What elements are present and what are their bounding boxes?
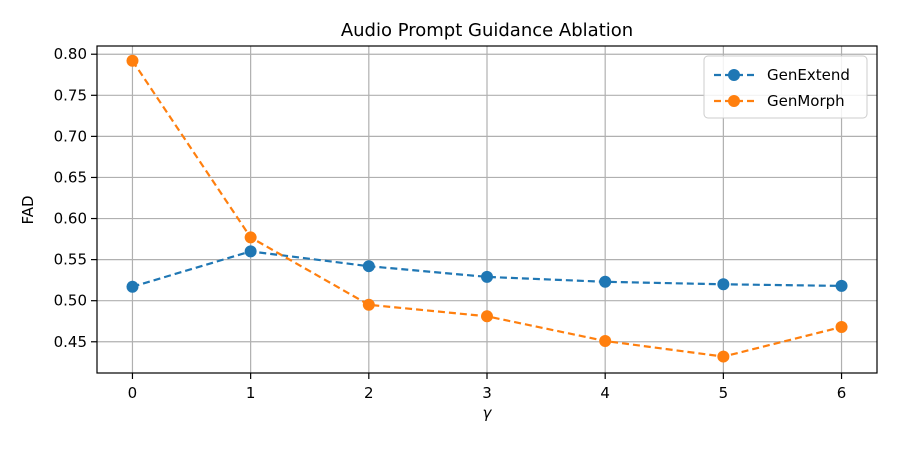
x-axis-label: γ (483, 404, 493, 422)
x-tick-label: 4 (600, 384, 610, 402)
data-point-genmorph (717, 350, 730, 363)
data-point-genextend (717, 278, 730, 291)
legend-box (703, 55, 868, 119)
x-tick-label: 1 (246, 384, 256, 402)
x-tick-label: 6 (837, 384, 847, 402)
legend-label-genmorph: GenMorph (767, 92, 845, 110)
data-point-genextend (362, 260, 375, 273)
y-tick-label: 0.60 (54, 210, 87, 228)
y-tick-label: 0.65 (54, 168, 87, 186)
data-point-genmorph (362, 298, 375, 311)
y-tick-label: 0.50 (54, 292, 87, 310)
data-point-genextend (835, 279, 848, 292)
y-tick-label: 0.55 (54, 251, 87, 269)
x-tick-label: 0 (128, 384, 138, 402)
data-point-genmorph (126, 54, 139, 67)
y-tick-label: 0.45 (54, 333, 87, 351)
data-point-genextend (126, 280, 139, 293)
data-point-genmorph (244, 231, 257, 244)
data-point-genmorph (835, 320, 848, 333)
chart-title: Audio Prompt Guidance Ablation (341, 20, 633, 41)
y-tick-label: 0.75 (54, 86, 87, 104)
y-axis-ticks: 0.45 0.50 0.55 0.60 0.65 0.70 0.75 0.80 (54, 45, 97, 351)
data-point-genmorph (481, 310, 493, 323)
data-point-genextend (244, 245, 257, 258)
legend-entries: GenExtend GenMorph (714, 66, 850, 110)
legend-marker-genextend (728, 69, 740, 81)
series-layer (126, 54, 848, 363)
legend-marker-genmorph (728, 95, 740, 107)
x-axis-ticks: 0 1 2 3 4 5 6 (128, 373, 847, 402)
y-tick-label: 0.70 (54, 127, 87, 145)
y-axis-label: FAD (19, 195, 37, 224)
x-tick-label: 2 (364, 384, 374, 402)
legend-label-genextend: GenExtend (767, 66, 850, 84)
legend: GenExtend GenMorph (703, 55, 868, 119)
data-point-genextend (481, 270, 493, 283)
x-tick-label: 5 (719, 384, 729, 402)
y-tick-label: 0.80 (54, 45, 87, 63)
data-point-genmorph (599, 334, 612, 347)
data-point-genextend (599, 275, 612, 288)
x-tick-label: 3 (482, 384, 492, 402)
